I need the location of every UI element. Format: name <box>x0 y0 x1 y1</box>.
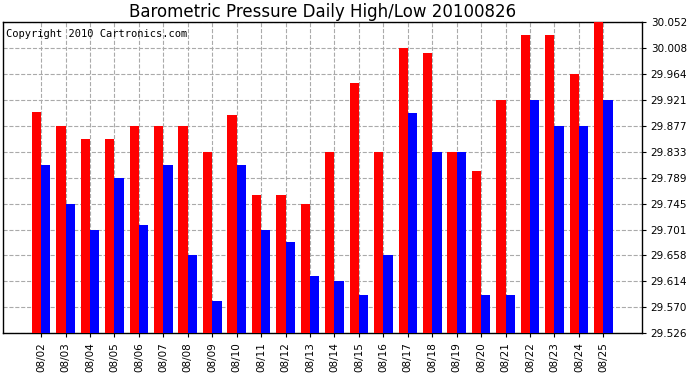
Bar <box>570 74 579 333</box>
Bar <box>335 281 344 333</box>
Bar <box>423 53 432 333</box>
Bar <box>359 296 368 333</box>
Bar <box>399 48 408 333</box>
Bar <box>481 296 491 333</box>
Bar <box>237 165 246 333</box>
Bar <box>276 195 286 333</box>
Bar <box>188 255 197 333</box>
Bar <box>130 126 139 333</box>
Bar <box>115 178 124 333</box>
Bar <box>32 112 41 333</box>
Bar <box>555 126 564 333</box>
Bar <box>105 139 115 333</box>
Bar <box>179 126 188 333</box>
Bar <box>432 152 442 333</box>
Bar <box>203 152 213 333</box>
Bar <box>447 152 457 333</box>
Bar <box>310 276 319 333</box>
Bar <box>228 115 237 333</box>
Bar <box>506 296 515 333</box>
Bar <box>66 204 75 333</box>
Bar <box>472 171 481 333</box>
Bar <box>457 152 466 333</box>
Bar <box>579 126 588 333</box>
Bar <box>384 255 393 333</box>
Bar <box>408 113 417 333</box>
Text: Copyright 2010 Cartronics.com: Copyright 2010 Cartronics.com <box>6 28 187 39</box>
Bar <box>350 82 359 333</box>
Bar <box>603 100 613 333</box>
Bar <box>374 152 384 333</box>
Bar <box>213 302 221 333</box>
Bar <box>325 152 335 333</box>
Bar <box>90 231 99 333</box>
Bar <box>496 100 506 333</box>
Bar <box>81 139 90 333</box>
Bar <box>301 204 310 333</box>
Bar <box>261 230 270 333</box>
Bar <box>164 165 172 333</box>
Bar <box>252 195 261 333</box>
Bar <box>57 126 66 333</box>
Bar <box>521 35 530 333</box>
Bar <box>154 126 164 333</box>
Bar <box>41 165 50 333</box>
Title: Barometric Pressure Daily High/Low 20100826: Barometric Pressure Daily High/Low 20100… <box>128 3 516 21</box>
Bar <box>594 22 603 333</box>
Bar <box>545 35 555 333</box>
Bar <box>286 242 295 333</box>
Bar <box>530 100 540 333</box>
Bar <box>139 225 148 333</box>
